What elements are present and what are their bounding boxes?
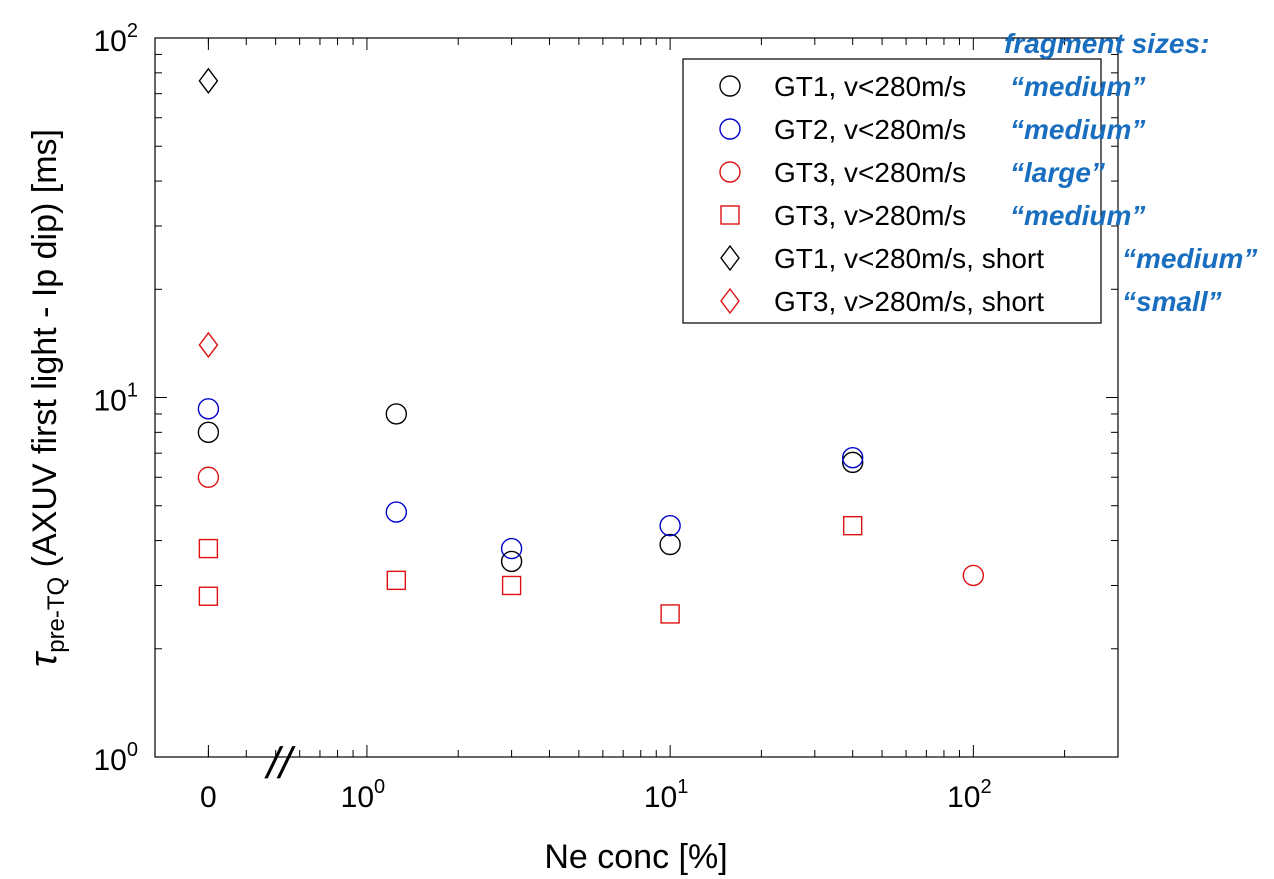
axis-break: // [262,739,297,787]
y-axis-symbol: τ [23,650,65,667]
data-point [197,466,220,488]
fragment-size-label: “small” [1122,286,1222,317]
legend: GT1, v<280m/s “medium” GT2, v<280m/s “mediu… [682,58,1257,324]
x-tick-label: 102 [947,776,992,814]
tick-labels: 0 100 101 102 100 101 102 [94,20,992,814]
data-point [197,398,220,420]
data-point [500,550,523,573]
data-point [385,403,408,425]
y-axis-text: (AXUV first light - Ip dip) [ms] [26,129,64,577]
y-axis-subscript: pre-TQ [43,577,70,653]
data-point [841,451,864,474]
legend-marker [720,205,740,225]
data-point [198,538,219,559]
data-point [962,564,985,587]
y-tick-label: 101 [94,380,139,418]
x-tick-label: 100 [341,776,386,814]
legend-marker [720,244,740,272]
axis-break-mark: // [262,739,297,787]
data-point [659,514,681,537]
legend-label: GT3, v>280m/s [774,200,966,231]
legend-marker [719,75,741,97]
data-point [197,421,220,444]
data-point [198,67,219,95]
data-markers [197,67,985,624]
legend-box [682,58,1102,324]
legend-marker [720,287,740,315]
y-tick-label: 102 [94,20,139,58]
fragment-size-label: “medium” [1010,71,1145,102]
data-point [386,570,407,591]
data-point [198,586,219,606]
fragment-sizes-header: fragment sizes: [1004,28,1209,59]
y-tick-label: 100 [94,739,139,777]
legend-label: GT3, v>280m/s, short [774,286,1044,317]
fragment-size-label: “medium” [1010,200,1145,231]
x-tick-label: 101 [644,776,689,814]
legend-label: GT2, v<280m/s [774,114,966,145]
data-point [660,604,680,624]
x-axis-title: Ne conc [%] [544,838,727,876]
legend-marker [719,161,741,183]
data-point [501,575,522,596]
fragment-size-label: “medium” [1122,243,1257,274]
data-point [659,533,681,556]
legend-label: GT1, v<280m/s, short [774,243,1044,274]
data-point [842,515,863,536]
x-tick-label: 0 [200,781,217,814]
data-point [198,331,219,359]
legend-label: GT3, v<280m/s [774,157,966,188]
data-point [385,501,408,523]
fragment-size-label: “large” [1010,157,1105,188]
data-point [500,537,523,560]
y-axis-title: τpre-TQ (AXUV first light - Ip dip) [ms] [23,129,70,667]
data-point [841,447,864,469]
axis-ticks [154,37,1119,758]
legend-marker [719,118,741,140]
legend-label: GT1, v<280m/s [774,71,966,102]
fragment-size-label: “medium” [1010,114,1145,145]
